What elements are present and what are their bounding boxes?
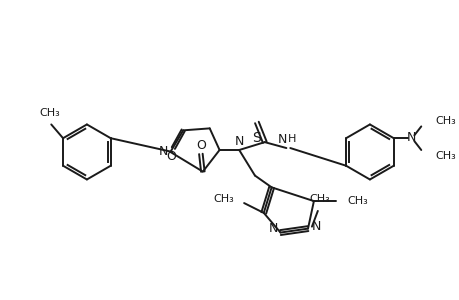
- Text: CH₃: CH₃: [434, 151, 455, 161]
- Text: N: N: [311, 220, 320, 233]
- Text: CH₃: CH₃: [347, 196, 367, 206]
- Text: S: S: [252, 131, 261, 145]
- Text: N: N: [277, 133, 286, 146]
- Text: CH₃: CH₃: [213, 194, 234, 204]
- Text: N: N: [406, 131, 415, 144]
- Text: N: N: [158, 146, 168, 158]
- Text: N: N: [234, 135, 243, 148]
- Text: O: O: [196, 139, 205, 152]
- Text: H: H: [288, 134, 296, 144]
- Text: CH₃: CH₃: [39, 108, 60, 118]
- Text: O: O: [166, 150, 176, 164]
- Text: CH₃: CH₃: [309, 194, 330, 204]
- Text: N: N: [269, 222, 278, 235]
- Text: CH₃: CH₃: [434, 116, 455, 125]
